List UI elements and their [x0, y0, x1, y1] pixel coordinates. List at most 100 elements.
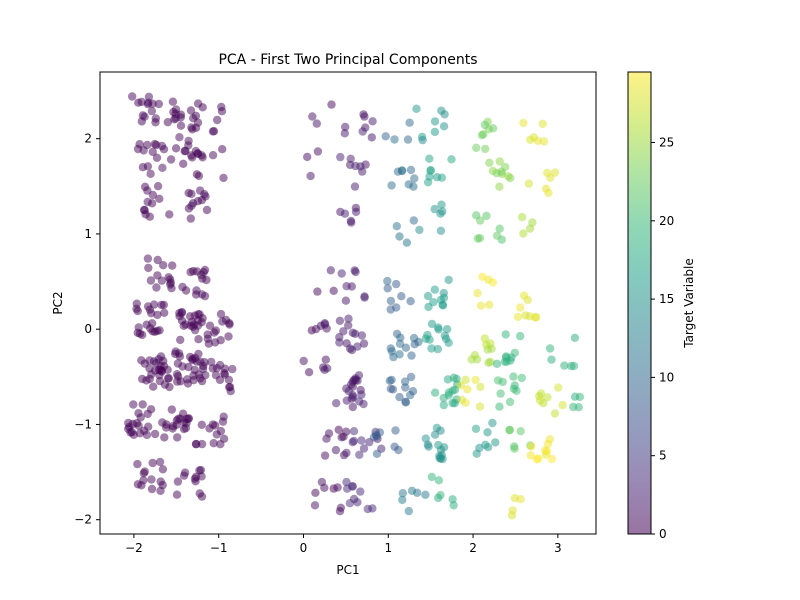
- scatter-point: [381, 132, 390, 141]
- scatter-point: [194, 171, 204, 181]
- scatter-point: [407, 486, 417, 495]
- scatter-point: [430, 285, 439, 294]
- scatter-point: [344, 314, 353, 323]
- scatter-point: [193, 196, 203, 206]
- scatter-point: [218, 145, 227, 154]
- scatter-point: [547, 454, 557, 464]
- scatter-point: [430, 127, 440, 137]
- scatter-point: [426, 166, 435, 175]
- scatter-point: [433, 344, 442, 354]
- scatter-point: [452, 374, 461, 383]
- scatter-point: [187, 317, 197, 327]
- scatter-point: [418, 135, 427, 145]
- scatter-point: [487, 344, 496, 353]
- colorbar-gradient: [628, 72, 651, 534]
- scatter-point: [495, 402, 504, 411]
- scatter-point: [191, 111, 201, 121]
- scatter-point: [200, 265, 210, 275]
- scatter-point: [187, 201, 196, 210]
- scatter-point: [184, 362, 193, 372]
- scatter-point: [138, 400, 147, 409]
- scatter-point: [208, 364, 217, 373]
- colorbar-tick-label: 15: [659, 292, 674, 306]
- scatter-point: [510, 493, 519, 503]
- scatter-point: [171, 349, 180, 359]
- scatter-point: [484, 358, 493, 367]
- scatter-point: [359, 110, 368, 119]
- scatter-point: [367, 133, 376, 142]
- scatter-point: [410, 174, 419, 183]
- scatter-point: [336, 503, 345, 512]
- scatter-point: [174, 414, 183, 423]
- scatter-point: [395, 232, 404, 241]
- scatter-point: [329, 286, 338, 295]
- scatter-point: [147, 484, 157, 494]
- scatter-point: [144, 98, 153, 107]
- scatter-point: [335, 316, 345, 325]
- scatter-point: [153, 182, 163, 191]
- scatter-point: [359, 339, 369, 348]
- scatter-point: [350, 266, 359, 275]
- scatter-point: [355, 450, 364, 459]
- scatter-point: [495, 224, 504, 233]
- scatter-point: [492, 231, 502, 240]
- scatter-point: [435, 453, 444, 463]
- scatter-point: [179, 159, 188, 168]
- scatter-point: [140, 182, 150, 191]
- scatter-point: [480, 120, 490, 130]
- scatter-point: [149, 382, 158, 391]
- scatter-point: [392, 279, 401, 289]
- scatter-point: [481, 144, 490, 154]
- scatter-point: [372, 449, 382, 458]
- scatter-point: [488, 418, 497, 428]
- scatter-point: [194, 335, 203, 344]
- scatter-point: [475, 233, 485, 243]
- x-tick-label: −2: [125, 541, 143, 555]
- scatter-point: [392, 303, 401, 312]
- scatter-point: [189, 371, 198, 380]
- scatter-point: [357, 436, 366, 445]
- scatter-point: [183, 379, 193, 388]
- scatter-point: [168, 261, 177, 270]
- x-tick-label: 1: [384, 541, 392, 555]
- scatter-point: [406, 390, 415, 400]
- scatter-point: [554, 383, 563, 392]
- scatter-point: [543, 393, 552, 402]
- scatter-point: [128, 92, 137, 101]
- scatter-point: [509, 372, 518, 381]
- scatter-point: [135, 329, 145, 338]
- scatter-point: [144, 422, 153, 431]
- scatter-point: [210, 338, 220, 347]
- scatter-point: [147, 475, 156, 484]
- scatter-point: [346, 154, 355, 163]
- y-axis-label: PC2: [51, 291, 65, 314]
- scatter-point: [430, 117, 440, 126]
- scatter-point: [424, 442, 433, 451]
- scatter-point: [142, 430, 152, 440]
- colorbar-label: Target Variable: [682, 258, 696, 349]
- scatter-point: [440, 110, 449, 119]
- scatter-point: [471, 424, 481, 433]
- scatter-point: [442, 325, 452, 334]
- scatter-point: [311, 324, 321, 334]
- scatter-point: [196, 465, 206, 475]
- scatter-point: [425, 154, 434, 163]
- scatter-point: [406, 372, 416, 382]
- scatter-point: [423, 291, 433, 301]
- scatter-point: [181, 146, 190, 156]
- y-tick-label: 1: [84, 227, 92, 241]
- scatter-point: [347, 380, 356, 389]
- scatter-point: [472, 355, 482, 364]
- scatter-point: [173, 433, 182, 442]
- scatter-point: [157, 276, 167, 285]
- scatter-point: [526, 451, 535, 460]
- scatter-point: [335, 333, 344, 342]
- scatter-point: [211, 326, 221, 335]
- scatter-point: [195, 186, 205, 195]
- scatter-point: [179, 471, 189, 480]
- scatter-point: [337, 269, 346, 278]
- scatter-point: [461, 375, 470, 384]
- scatter-point: [361, 160, 370, 169]
- scatter-point: [391, 426, 400, 435]
- scatter-point: [225, 319, 234, 328]
